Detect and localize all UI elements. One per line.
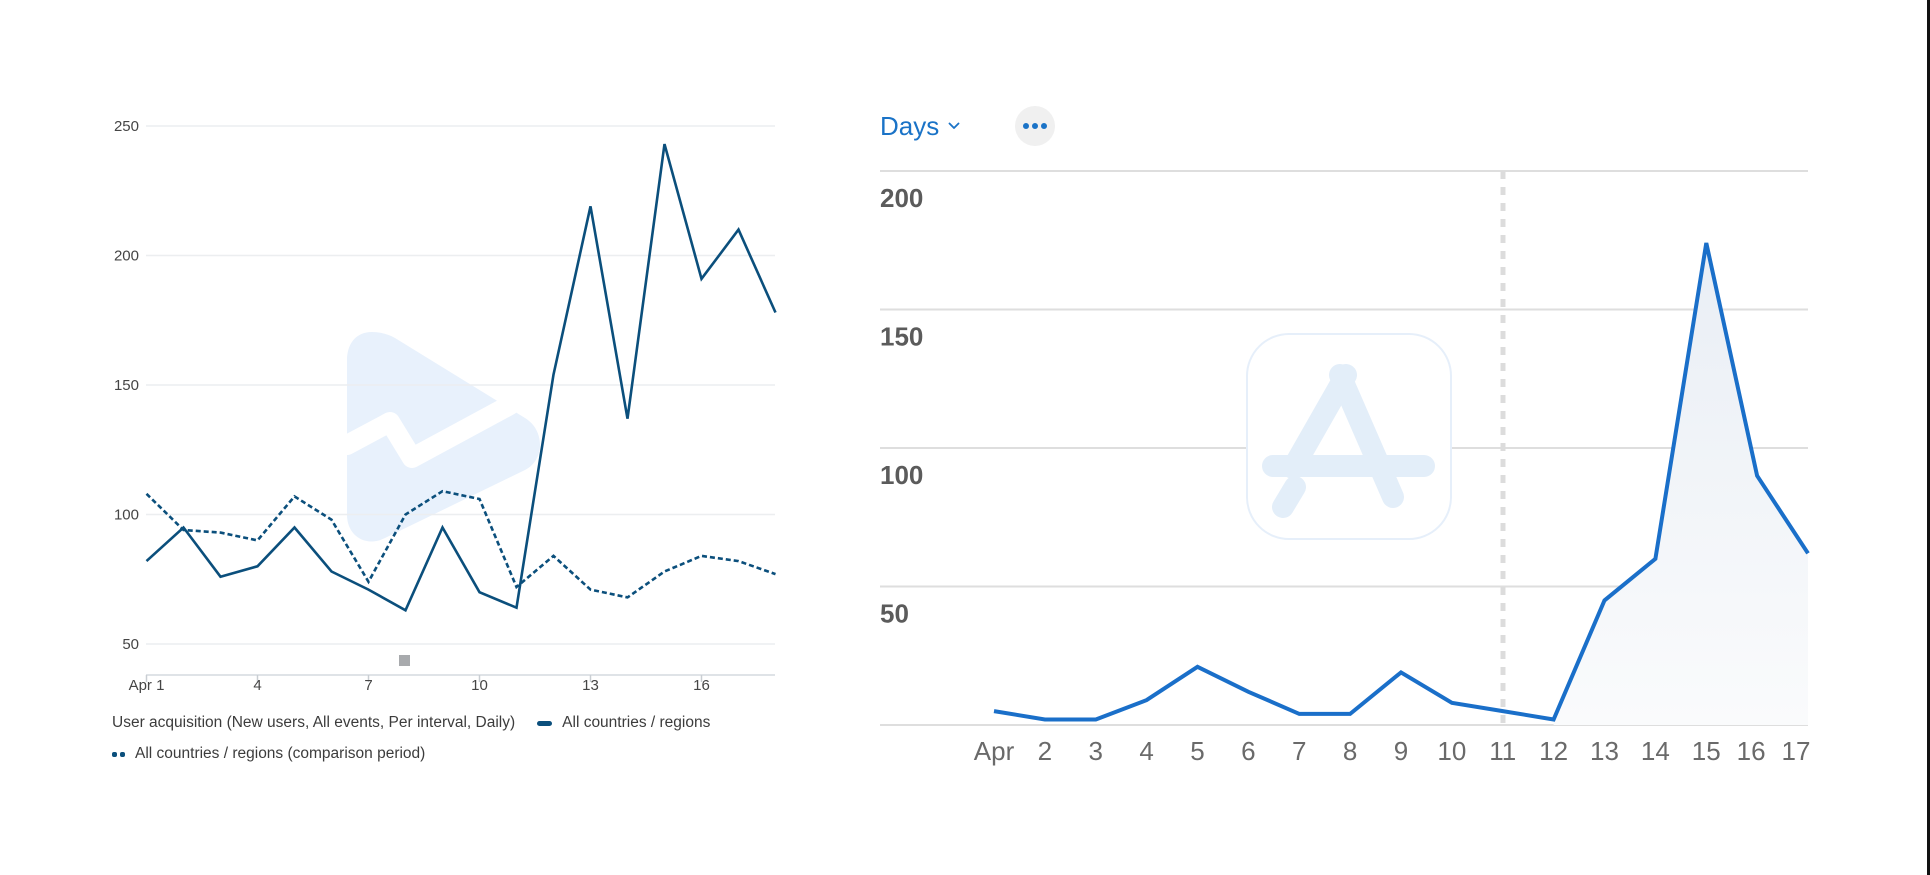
legend-series-comparison[interactable]: All countries / regions (comparison peri… bbox=[135, 745, 426, 762]
area-fill bbox=[1553, 243, 1808, 725]
y-tick-label: 150 bbox=[114, 377, 139, 394]
period-dropdown[interactable]: Days bbox=[880, 108, 960, 144]
annotation-marker[interactable] bbox=[399, 655, 410, 666]
y-tick-label: 100 bbox=[114, 507, 139, 524]
x-tick-label: 5 bbox=[1190, 736, 1204, 766]
period-dropdown-label: Days bbox=[880, 110, 940, 141]
x-tick-label: 7 bbox=[364, 677, 372, 694]
chevron-down-icon bbox=[948, 122, 960, 129]
left-gridlines bbox=[146, 125, 775, 645]
more-options-button[interactable] bbox=[1015, 106, 1055, 146]
legend-row-1: User acquisition (New users, All events,… bbox=[112, 714, 710, 732]
x-tick-label: 16 bbox=[693, 677, 710, 694]
x-tick-label: 13 bbox=[1590, 736, 1619, 766]
x-tick-label: Apr 1 bbox=[129, 677, 165, 694]
y-tick-label: 200 bbox=[880, 183, 923, 213]
solid-line-swatch-icon bbox=[537, 720, 553, 726]
days-series-line bbox=[993, 242, 1810, 722]
x-tick-label: 16 bbox=[1737, 736, 1766, 766]
legend-row-2: All countries / regions (comparison peri… bbox=[112, 745, 425, 763]
x-tick-label: 2 bbox=[1038, 736, 1052, 766]
x-tick-label: 9 bbox=[1394, 736, 1408, 766]
x-tick-label: 17 bbox=[1782, 736, 1811, 766]
y-tick-label: 100 bbox=[880, 460, 923, 490]
x-tick-label: Apr bbox=[974, 736, 1015, 766]
x-tick-label: 7 bbox=[1292, 736, 1306, 766]
app-store-icon bbox=[1246, 333, 1452, 540]
comparison-period-line bbox=[145, 489, 776, 599]
legend-series-primary[interactable]: All countries / regions bbox=[562, 714, 711, 731]
x-tick-label: 10 bbox=[471, 677, 488, 694]
all-countries-line bbox=[145, 143, 777, 613]
y-tick-label: 50 bbox=[122, 636, 139, 653]
ellipsis-icon bbox=[1023, 123, 1047, 129]
y-tick-label: 200 bbox=[114, 248, 139, 265]
y-tick-label: 150 bbox=[880, 322, 923, 352]
x-tick-label: 8 bbox=[1343, 736, 1357, 766]
x-tick-label: 10 bbox=[1437, 736, 1466, 766]
frame-border bbox=[1927, 0, 1930, 875]
dotted-line-swatch-icon bbox=[112, 751, 125, 757]
left-x-axis: Apr 1 4 7 10 13 16 bbox=[129, 675, 710, 694]
x-tick-label: 13 bbox=[582, 677, 599, 694]
y-tick-label: 50 bbox=[880, 599, 909, 629]
x-tick-label: 11 bbox=[1489, 736, 1516, 766]
x-tick-label: 12 bbox=[1539, 736, 1568, 766]
y-tick-label: 250 bbox=[114, 118, 139, 135]
right-y-axis: 200 150 100 50 bbox=[880, 183, 923, 629]
x-tick-label: 14 bbox=[1641, 736, 1670, 766]
right-x-axis: Apr 2 3 4 5 6 7 8 9 10 11 12 13 14 15 16 17 bbox=[974, 736, 1811, 766]
x-tick-label: 3 bbox=[1089, 736, 1103, 766]
x-tick-label: 4 bbox=[1139, 736, 1153, 766]
left-y-axis: 50 100 150 200 250 bbox=[114, 118, 139, 653]
legend-metric-label: User acquisition (New users, All events,… bbox=[112, 714, 516, 731]
x-tick-label: 4 bbox=[253, 677, 261, 694]
x-tick-label: 6 bbox=[1241, 736, 1255, 766]
x-tick-label: 15 bbox=[1692, 736, 1721, 766]
